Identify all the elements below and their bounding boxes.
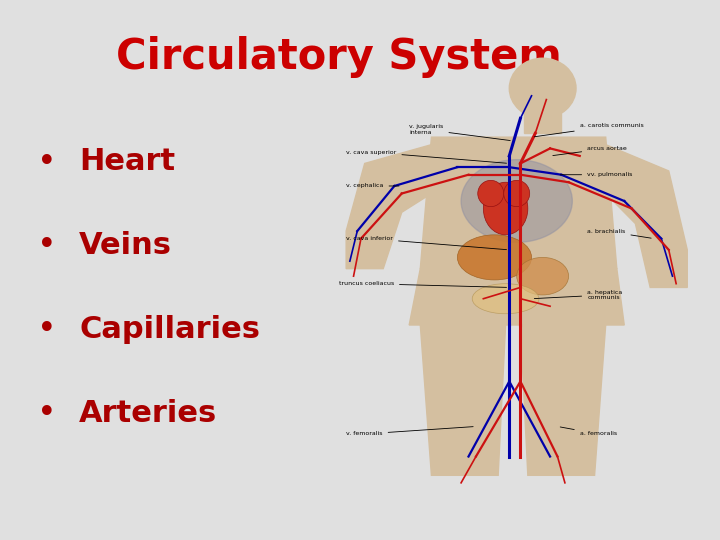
Text: Capillaries: Capillaries xyxy=(79,315,260,344)
Ellipse shape xyxy=(457,235,531,280)
Ellipse shape xyxy=(461,160,572,242)
Text: v. femoralis: v. femoralis xyxy=(346,427,473,436)
Ellipse shape xyxy=(483,182,528,235)
Text: arcus aortae: arcus aortae xyxy=(553,146,627,156)
Text: Veins: Veins xyxy=(79,231,172,260)
Polygon shape xyxy=(521,325,606,475)
Text: v. cava inferior: v. cava inferior xyxy=(346,236,507,249)
Ellipse shape xyxy=(509,58,576,118)
Ellipse shape xyxy=(472,284,539,314)
Text: •: • xyxy=(37,229,57,262)
Text: a. carotis communis: a. carotis communis xyxy=(534,123,644,137)
Text: v. cava superior: v. cava superior xyxy=(346,150,507,163)
Text: Arteries: Arteries xyxy=(79,399,217,428)
Polygon shape xyxy=(420,137,617,268)
Text: •: • xyxy=(37,313,57,346)
Ellipse shape xyxy=(478,180,504,207)
Text: Circulatory System: Circulatory System xyxy=(115,36,562,78)
Text: a. femoralis: a. femoralis xyxy=(560,427,617,436)
Text: Heart: Heart xyxy=(79,147,176,177)
Ellipse shape xyxy=(517,258,569,295)
Polygon shape xyxy=(346,145,431,268)
Polygon shape xyxy=(420,325,505,475)
Text: a. brachialis: a. brachialis xyxy=(588,228,651,238)
Polygon shape xyxy=(409,268,624,325)
Polygon shape xyxy=(606,145,688,287)
Text: v. cephalica: v. cephalica xyxy=(346,184,399,188)
Text: v. jugularis
interna: v. jugularis interna xyxy=(409,124,510,140)
Text: a. hepatica
communis: a. hepatica communis xyxy=(534,289,622,300)
Text: •: • xyxy=(37,145,57,179)
FancyBboxPatch shape xyxy=(524,96,561,133)
Text: truncus coeliacus: truncus coeliacus xyxy=(338,281,506,287)
Text: •: • xyxy=(37,396,57,430)
Ellipse shape xyxy=(504,180,530,207)
Text: vv. pulmonalis: vv. pulmonalis xyxy=(560,172,633,177)
